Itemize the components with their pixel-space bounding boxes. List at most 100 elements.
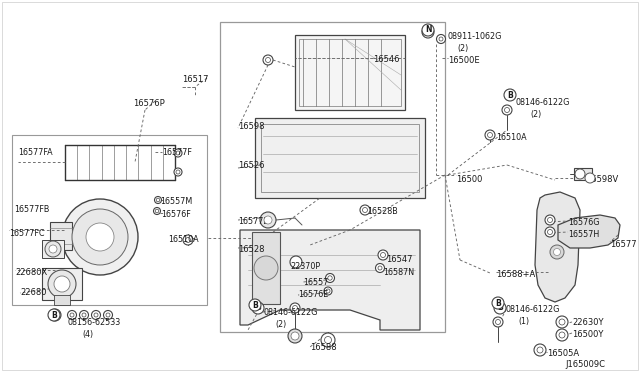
Circle shape [288,329,302,343]
Text: B: B [252,301,258,310]
Circle shape [324,337,332,343]
Text: 16587N: 16587N [383,268,414,277]
Circle shape [556,316,568,328]
Circle shape [378,250,388,260]
Text: 16577FC: 16577FC [9,229,45,238]
Circle shape [547,230,552,234]
Text: 22630Y: 22630Y [572,318,604,327]
Bar [252,232,280,304]
Circle shape [291,332,299,340]
Circle shape [502,105,512,115]
Text: 16500Y: 16500Y [572,330,604,339]
Text: 16528: 16528 [238,245,264,254]
Circle shape [45,241,61,257]
Bar [50,222,72,250]
Circle shape [62,199,138,275]
Circle shape [72,209,128,265]
Circle shape [48,309,60,321]
Circle shape [290,303,300,313]
Circle shape [559,332,565,338]
Text: 16510A: 16510A [168,235,198,244]
Text: 16528B: 16528B [367,207,397,216]
Circle shape [492,297,504,309]
Circle shape [155,209,159,213]
Text: N: N [425,26,431,35]
Circle shape [94,313,98,317]
Text: 16588: 16588 [310,343,337,352]
Text: 16577FA: 16577FA [18,148,52,157]
Circle shape [326,289,330,293]
Text: 16577: 16577 [610,240,637,249]
Circle shape [575,169,585,179]
Text: 16505A: 16505A [547,349,579,358]
Circle shape [324,287,332,295]
Text: (2): (2) [457,44,468,53]
Circle shape [495,320,500,324]
Text: 16546: 16546 [373,55,399,64]
Circle shape [252,302,264,314]
Circle shape [183,235,193,245]
Text: J165009C: J165009C [565,360,605,369]
Text: 16557H: 16557H [568,230,599,239]
Circle shape [70,313,74,317]
Circle shape [488,132,493,138]
Circle shape [545,215,555,225]
Circle shape [381,253,385,257]
Bar [295,35,405,110]
Bar [54,295,70,305]
Circle shape [49,309,61,321]
Circle shape [92,311,100,320]
Text: 16598V: 16598V [586,175,618,184]
Circle shape [82,313,86,317]
Circle shape [554,248,561,256]
Bar [220,22,445,332]
Circle shape [104,311,113,320]
Circle shape [537,347,543,353]
Text: 16526: 16526 [238,161,264,170]
Circle shape [493,317,503,327]
Text: 16577E: 16577E [238,217,268,226]
Circle shape [176,170,180,174]
Circle shape [321,333,335,347]
Circle shape [154,196,161,203]
Text: 16500E: 16500E [448,56,479,65]
Circle shape [378,266,382,270]
Circle shape [436,35,445,44]
Polygon shape [558,215,620,248]
Text: 16510A: 16510A [496,133,527,142]
Circle shape [174,168,182,176]
Text: B: B [255,304,261,312]
Circle shape [328,276,332,280]
Circle shape [264,216,272,224]
Circle shape [547,218,552,222]
Circle shape [266,58,271,62]
Circle shape [556,329,568,341]
Text: 08146-6122G: 08146-6122G [263,308,317,317]
Text: 16577F: 16577F [162,148,192,157]
Bar [255,118,425,198]
Text: (2): (2) [275,320,286,329]
Bar [42,240,64,258]
Polygon shape [535,192,580,302]
Text: 22680X: 22680X [15,268,47,277]
Bar [42,268,82,300]
Circle shape [439,37,443,41]
Circle shape [290,256,302,268]
Circle shape [254,256,278,280]
Circle shape [376,263,385,273]
Circle shape [260,212,276,228]
Polygon shape [240,230,420,330]
Text: B: B [497,304,503,312]
Circle shape [48,270,76,298]
Circle shape [292,305,298,311]
Circle shape [585,173,595,183]
Text: 16500: 16500 [456,175,483,184]
Circle shape [174,149,182,157]
Text: 08911-1062G: 08911-1062G [448,32,502,41]
Circle shape [360,205,370,215]
Text: B: B [52,311,58,320]
Circle shape [156,198,160,202]
Circle shape [263,55,273,65]
Circle shape [545,227,555,237]
Circle shape [504,89,516,101]
